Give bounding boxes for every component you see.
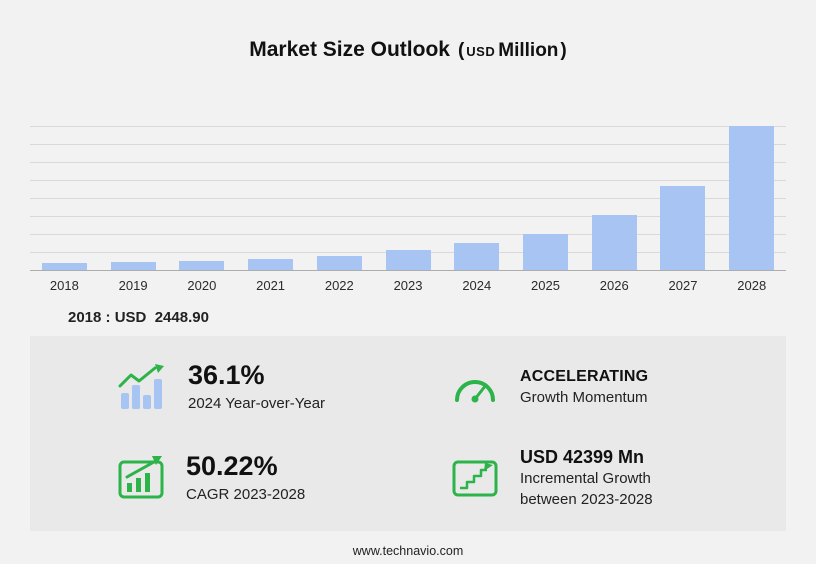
stat-cagr: 50.22% CAGR 2023-2028 xyxy=(30,446,408,510)
page-title: Market Size Outlook (USD Million) xyxy=(0,36,816,64)
bar-2019 xyxy=(110,261,156,270)
bar-2027 xyxy=(660,185,706,270)
bar-2018 xyxy=(41,262,87,270)
bar-slot-2028 xyxy=(717,126,786,270)
title-unit-open: ( xyxy=(457,40,465,61)
title-unit: (USD Million) xyxy=(457,40,567,61)
bar-2021 xyxy=(248,258,294,270)
title-unit-currency: USD xyxy=(466,44,496,59)
bar-slot-2022 xyxy=(305,126,374,270)
base-year-value: 2018 : USD 2448.90 xyxy=(68,309,209,326)
plot-area xyxy=(30,126,786,271)
bar-slot-2024 xyxy=(442,126,511,270)
infographic-page: Market Size Outlook (USD Million) 2018 2019… xyxy=(0,36,816,564)
bar-2028 xyxy=(729,126,775,270)
bar-slot-2026 xyxy=(580,126,649,270)
stat-cagr-label: CAGR 2023-2028 xyxy=(186,485,306,503)
x-tick-2028: 2028 xyxy=(737,278,767,293)
footer-url: www.technavio.com xyxy=(352,544,464,558)
bar-slot-2021 xyxy=(236,126,305,270)
x-tick-2018: 2018 xyxy=(49,278,79,293)
stat-incremental: USD 42399 Mn Incremental Growth between … xyxy=(408,446,786,510)
bar-slot-2027 xyxy=(649,126,718,270)
x-tick-2019: 2019 xyxy=(118,278,148,293)
bar-chart-up-icon xyxy=(118,363,166,410)
bar-slot-2019 xyxy=(99,126,168,270)
bars xyxy=(30,126,786,270)
stat-incremental-value: USD 42399 Mn xyxy=(520,446,645,467)
x-tick-2022: 2022 xyxy=(324,278,354,293)
x-tick-2026: 2026 xyxy=(599,278,629,293)
bar-2022 xyxy=(316,255,362,270)
x-tick-2023: 2023 xyxy=(393,278,423,293)
bar-2025 xyxy=(523,234,568,270)
bar-slot-2018 xyxy=(30,126,99,270)
x-tick-2021: 2021 xyxy=(256,278,286,293)
step-growth-icon xyxy=(452,457,498,497)
x-tick-2025: 2025 xyxy=(531,278,560,293)
cagr-box-chart-icon xyxy=(118,455,164,499)
stat-incremental-label-line2: between 2023-2028 xyxy=(520,490,653,508)
x-tick-2027: 2027 xyxy=(668,278,698,293)
x-tick-2024: 2024 xyxy=(462,278,492,293)
bar-2023 xyxy=(385,250,431,270)
x-tick-2020: 2020 xyxy=(187,278,217,293)
stat-momentum: ACCELERATING Growth Momentum xyxy=(408,360,786,414)
x-axis-labels: 2018 2019 2020 2021 2022 2023 2024 2025 2026 2027… xyxy=(30,278,786,293)
bar-slot-2025 xyxy=(511,126,580,270)
bar-slot-2023 xyxy=(374,126,443,270)
title-text: Market Size Outlook xyxy=(249,38,450,61)
title-unit-word: Million xyxy=(498,40,559,61)
stat-yoy-value: 36.1% xyxy=(188,360,265,390)
stat-momentum-value: ACCELERATING xyxy=(520,367,649,385)
bar-slot-2020 xyxy=(167,126,236,270)
stat-yoy: 36.1% 2024 Year-over-Year xyxy=(30,360,408,414)
speedometer-icon xyxy=(452,368,498,406)
stat-momentum-label: Growth Momentum xyxy=(520,388,648,406)
stat-cagr-value: 50.22% xyxy=(186,450,278,481)
stat-yoy-label: 2024 Year-over-Year xyxy=(188,395,326,413)
bar-2026 xyxy=(591,214,637,270)
bar-chart: 2018 2019 2020 2021 2022 2023 2024 2025 2026 2027… xyxy=(30,126,786,293)
stats-panel: 36.1% 2024 Year-over-Year ACCELERATING G… xyxy=(30,336,786,532)
bar-2020 xyxy=(179,260,225,270)
stat-incremental-label-line1: Incremental Growth xyxy=(520,470,651,488)
bar-2024 xyxy=(454,243,500,270)
title-unit-close: ) xyxy=(560,40,567,61)
